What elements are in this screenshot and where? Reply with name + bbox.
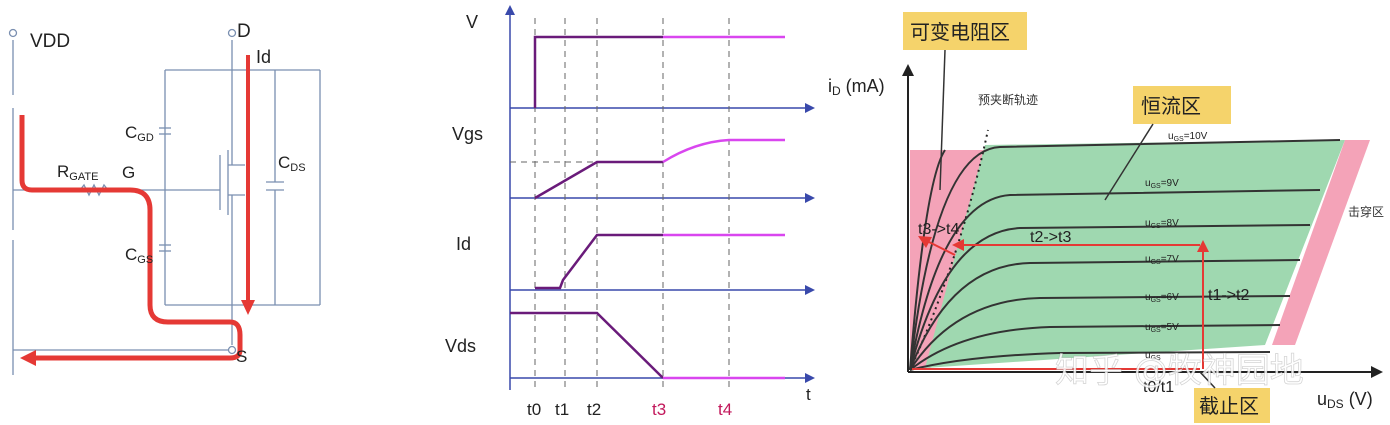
pinchoff-trace-label: 预夹断轨迹 <box>978 92 1038 107</box>
transition-t3-t4: t3->t4 <box>918 221 959 238</box>
timing-panel: V Vgs Id Vds t0 t1 t2 t3 t4 t <box>445 5 815 419</box>
curve-label-1: uGS=9V <box>1145 178 1179 190</box>
cgd-label: CGD <box>125 123 154 144</box>
transition-t2-t3: t2->t3 <box>1030 229 1071 246</box>
timing-row-vds: Vds <box>445 336 476 356</box>
constant-region-label: 恒流区 <box>1141 94 1201 118</box>
timing-tick-t3: t3 <box>652 400 666 419</box>
cds-label: CDS <box>278 153 306 174</box>
timing-axis-t: t <box>806 385 811 404</box>
vdd-label: VDD <box>30 31 70 52</box>
curve-label-4: uGS=6V <box>1145 292 1179 304</box>
timing-tick-t0: t0 <box>527 400 541 419</box>
source-label: S <box>236 347 247 366</box>
timing-row-vgs: Vgs <box>452 124 483 144</box>
transition-t1-t2: t1->t2 <box>1208 287 1249 304</box>
id-label: Id <box>256 47 271 67</box>
cutoff-region-box <box>1194 388 1270 423</box>
drain-label: D <box>237 21 251 42</box>
breakdown-region-label: 击穿区 <box>1348 204 1384 219</box>
rgate-label: RGATE <box>57 162 98 183</box>
variable-region-label: 可变电阻区 <box>910 20 1010 44</box>
breakdown-region <box>1272 140 1370 345</box>
output-characteristics-panel: uGS=10VuGS=9VuGS=8VuGS=7VuGS=6VuGS=5VuGS… <box>828 12 1384 423</box>
timing-tick-t2: t2 <box>587 400 601 419</box>
circuit-panel: VDD D Id G S RGATE CGD CGS CDS <box>8 21 321 375</box>
gate-label: G <box>122 163 135 182</box>
x-axis-label: uDS (V) <box>1317 389 1373 411</box>
curve-label-0: uGS=10V <box>1168 131 1208 143</box>
curve-labels: uGS=10V uGS=9V uGS=8V uGS=7V uGS=6V uGS=5V uGS <box>1145 131 1208 362</box>
cutoff-region-label: 截止区 <box>1199 394 1259 418</box>
curve-label-2: uGS=8V <box>1145 218 1179 230</box>
variable-region-box <box>903 12 1027 50</box>
timing-row-v: V <box>466 12 478 32</box>
timing-ticks: t0 t1 t2 t3 t4 <box>527 400 732 419</box>
curve-label-6: uGS <box>1145 350 1161 362</box>
transition-t0-t1: t0/t1 <box>1143 379 1174 396</box>
timing-tick-t4: t4 <box>718 400 732 419</box>
timing-row-id: Id <box>456 234 471 254</box>
curve-label-3: uGS=7V <box>1145 254 1179 266</box>
timing-tick-t1: t1 <box>555 400 569 419</box>
cgs-label: CGS <box>125 245 153 266</box>
curve-label-5: uGS=5V <box>1145 322 1179 334</box>
constant-current-region <box>925 140 1345 368</box>
y-axis-label: iD (mA) <box>828 76 885 98</box>
constant-region-box <box>1133 86 1231 124</box>
watermark: 知乎 @牧神园地 <box>1055 351 1304 391</box>
